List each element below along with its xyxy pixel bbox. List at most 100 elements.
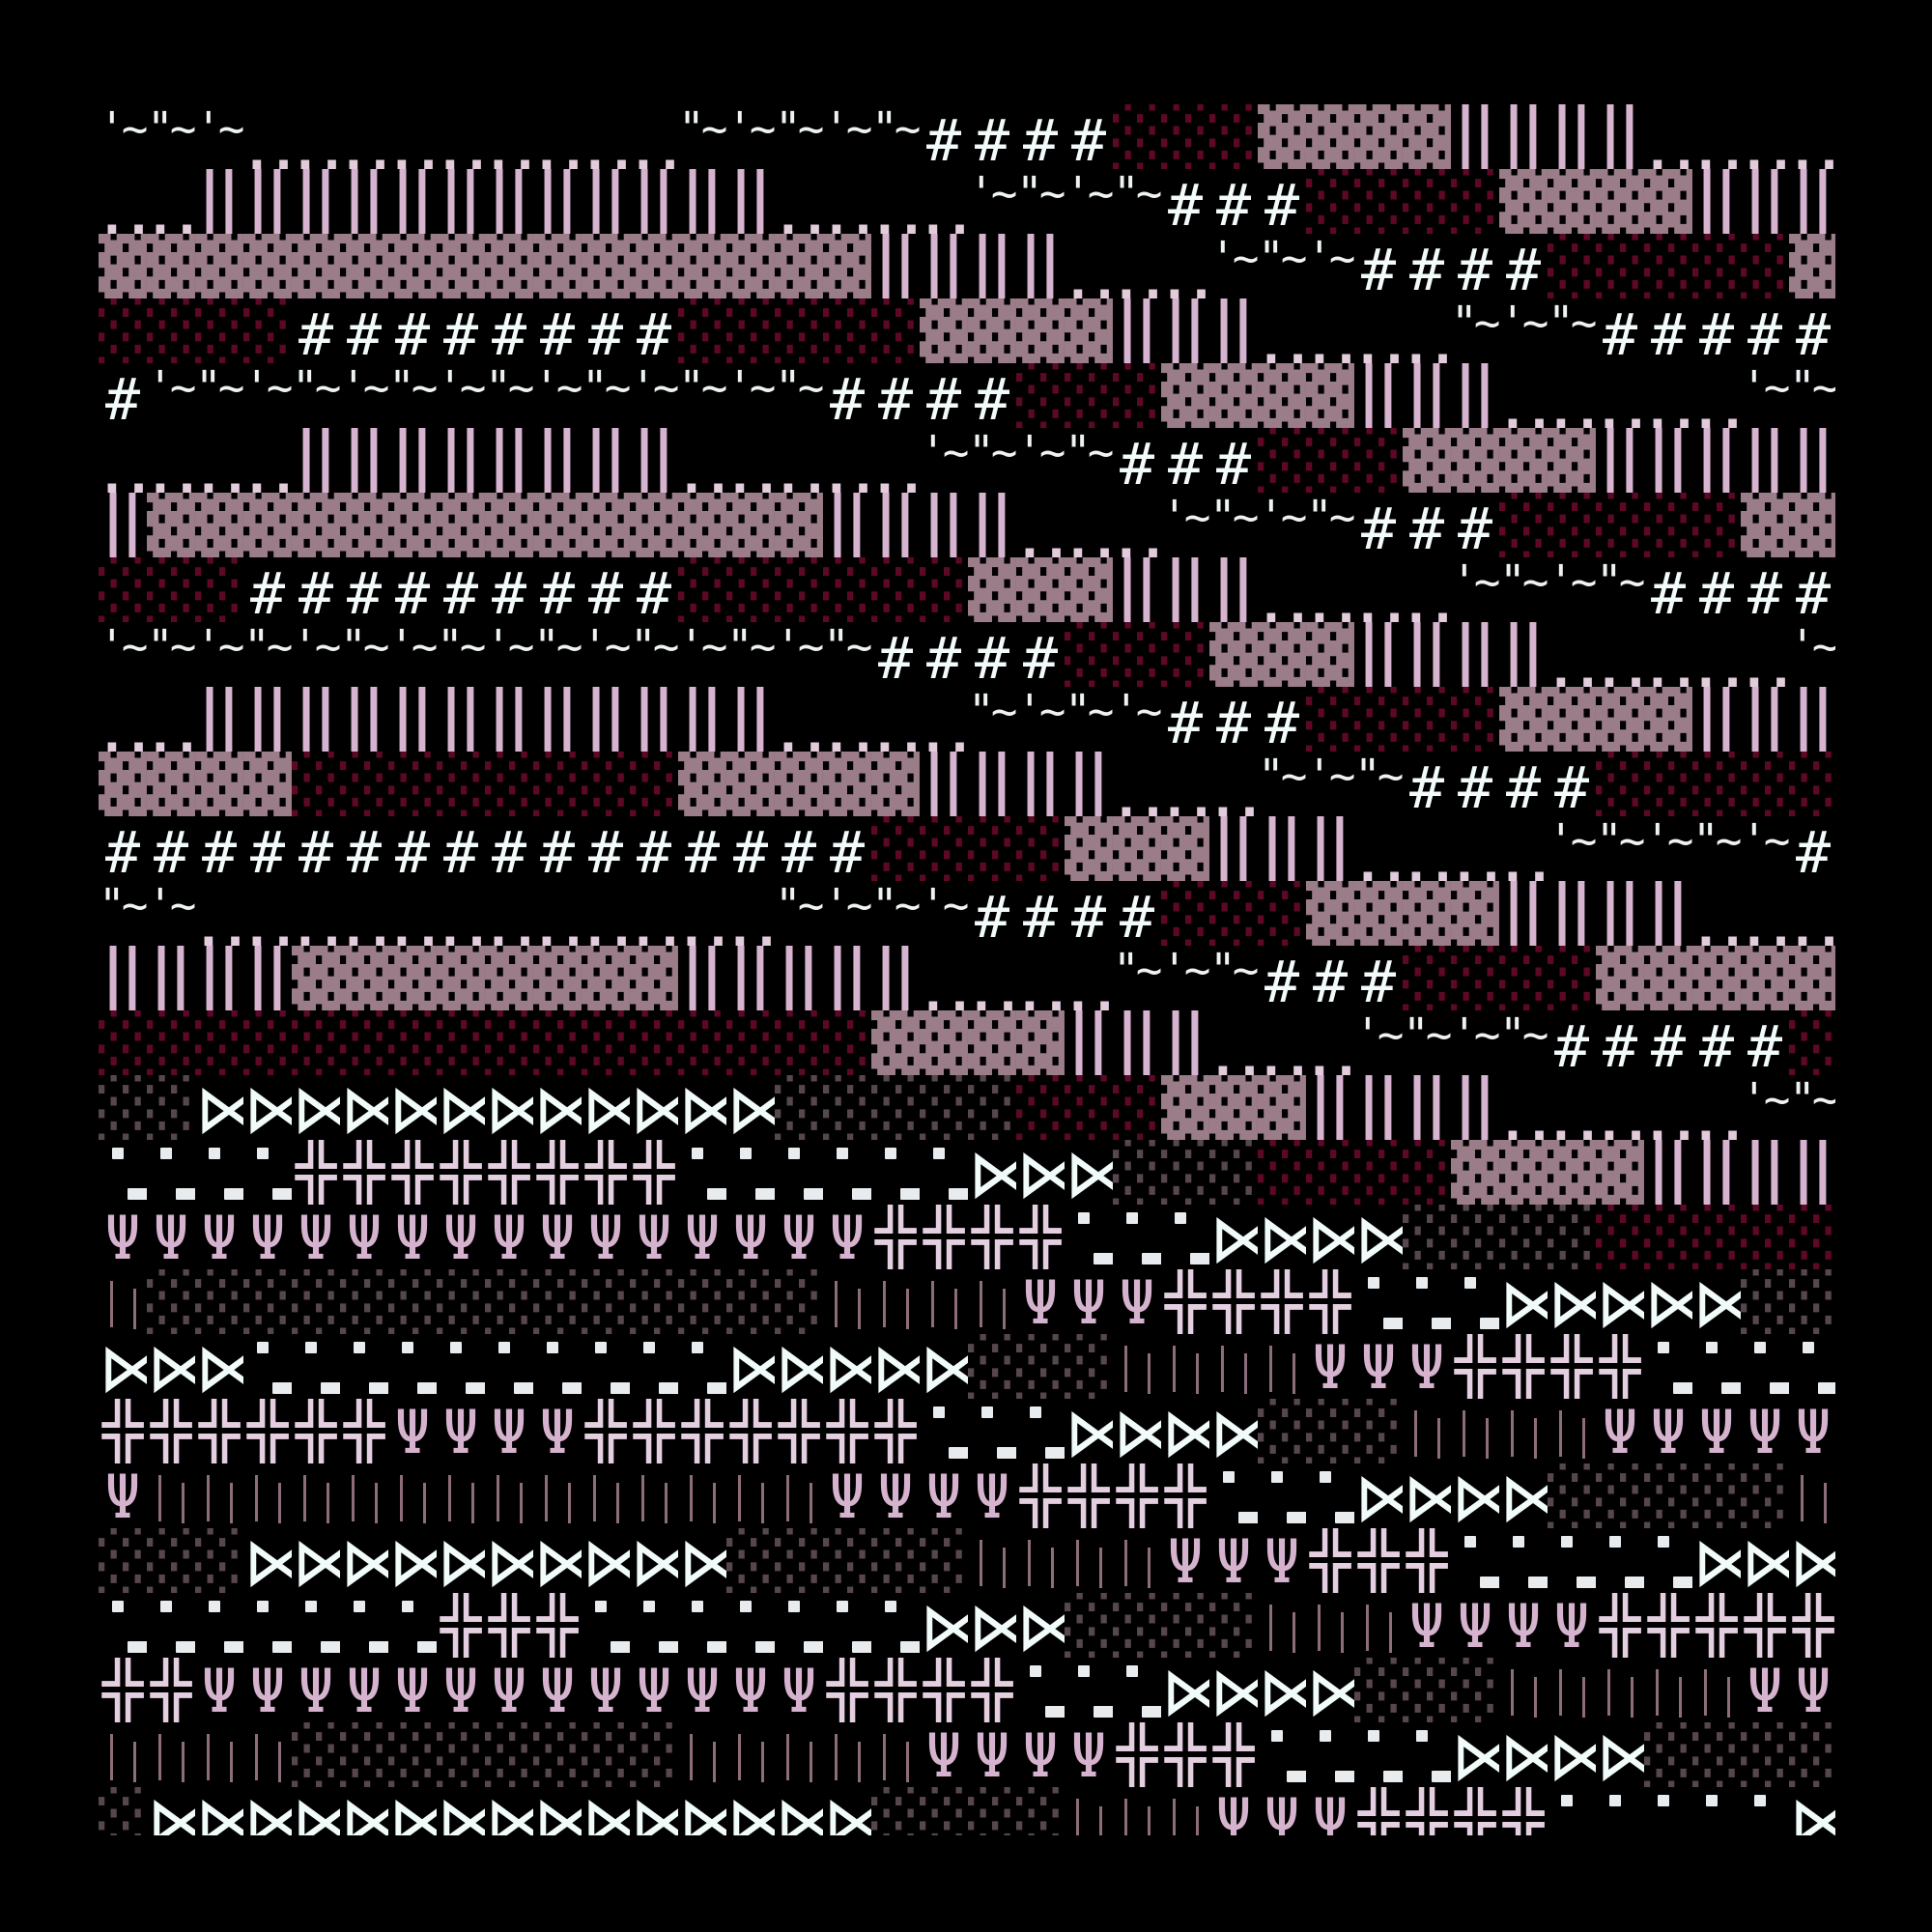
thin-lines-glyph	[1258, 1334, 1306, 1399]
square-bar-glyph	[99, 1140, 147, 1205]
trident-glyph: Ψ	[1602, 1399, 1638, 1463]
bowtie-glyph: ⋈	[195, 1075, 243, 1140]
double-bar-glyph: ‖	[1741, 169, 1789, 234]
dense-shade-glyph: ▓	[775, 493, 823, 557]
trident-glyph: Ψ	[1747, 1399, 1783, 1463]
bowtie-glyph: ⋈	[1789, 1787, 1835, 1835]
grey-shade-glyph: ░	[582, 1722, 630, 1787]
double-bar-glyph: ‖	[630, 687, 678, 752]
wave-glyph: '~	[1306, 234, 1354, 284]
trident-glyph: Ψ	[1215, 1787, 1252, 1835]
two-dot-glyph: ‥	[775, 428, 823, 493]
grey-shade-glyph: ░	[1741, 1269, 1789, 1334]
hash-glyph: #	[925, 366, 962, 428]
hash-glyph: #	[636, 560, 672, 622]
two-dot-glyph: ‥	[823, 428, 871, 493]
double-bar-glyph: ‖	[1451, 622, 1499, 687]
two-dot-glyph: ‥	[1403, 557, 1451, 622]
two-dot-glyph: ‥	[388, 104, 437, 169]
dense-shade-glyph: ▓	[340, 946, 388, 1010]
two-dot-glyph: ‥	[243, 104, 292, 169]
dense-shade-glyph: ▓	[99, 234, 147, 298]
grey-shade-glyph: ░	[1789, 1722, 1835, 1787]
double-bar-glyph: ‖	[726, 687, 775, 752]
grey-shade-glyph: ░	[388, 1722, 437, 1787]
square-bar-glyph	[1741, 1334, 1789, 1399]
wave-glyph: '~	[147, 363, 195, 413]
wave-glyph: "~	[1065, 428, 1113, 478]
thin-lines-glyph	[678, 1463, 726, 1528]
grey-shade-glyph: ░	[1065, 1334, 1113, 1399]
trident-glyph: Ψ	[829, 1463, 866, 1528]
double-bar-glyph: ‖	[388, 428, 437, 493]
wave-glyph: "~	[871, 881, 920, 931]
double-bar-glyph: ‖	[1789, 1140, 1835, 1205]
wave-glyph: '~	[968, 169, 1016, 219]
dense-shade-glyph: ▓	[582, 946, 630, 1010]
trident-glyph: Ψ	[539, 1658, 576, 1722]
double-cross-glyph: ╬	[826, 1658, 868, 1722]
dense-shade-glyph: ▓	[920, 298, 968, 363]
dense-shade-glyph: ▓	[678, 234, 726, 298]
double-bar-glyph: ‖	[1596, 428, 1644, 493]
wave-glyph: "~	[99, 881, 147, 931]
two-dot-glyph: ‥	[195, 881, 243, 946]
double-bar-glyph: ‖	[1403, 622, 1451, 687]
double-bar-glyph: ‖	[1451, 363, 1499, 428]
bowtie-glyph: ⋈	[1161, 1399, 1209, 1463]
hash-glyph: #	[1264, 949, 1300, 1010]
grey-shade-glyph: ░	[1209, 1140, 1258, 1205]
trident-glyph: Ψ	[1747, 1658, 1783, 1722]
sparse-shade-glyph: ░	[775, 557, 823, 622]
dense-shade-glyph: ▓	[1258, 622, 1306, 687]
wave-glyph: "~	[1499, 557, 1548, 608]
sparse-shade-glyph: ░	[533, 1010, 582, 1075]
trident-glyph: Ψ	[877, 1463, 914, 1528]
trident-glyph: Ψ	[1022, 1269, 1059, 1334]
square-bar-glyph	[1596, 1528, 1644, 1593]
sparse-shade-glyph: ░	[920, 816, 968, 881]
bowtie-glyph: ⋈	[1065, 1140, 1113, 1205]
double-bar-glyph: ‖	[582, 169, 630, 234]
hash-glyph: #	[974, 366, 1010, 428]
grey-shade-glyph: ░	[1644, 1463, 1692, 1528]
sparse-shade-glyph: ░	[485, 1010, 533, 1075]
bowtie-glyph: ⋈	[147, 1334, 195, 1399]
hash-glyph: #	[1650, 1013, 1687, 1075]
sparse-shade-glyph: ░	[1306, 169, 1354, 234]
double-bar-glyph: ‖	[243, 169, 292, 234]
hash-glyph: #	[1747, 301, 1783, 363]
bowtie-glyph: ⋈	[437, 1075, 485, 1140]
hash-glyph: #	[877, 366, 914, 428]
bowtie-glyph: ⋈	[340, 1787, 388, 1835]
two-dot-glyph: ‥	[1692, 622, 1741, 687]
double-cross-glyph: ╬	[1502, 1334, 1545, 1399]
grey-shade-glyph: ░	[1209, 1593, 1258, 1658]
double-bar-glyph: ‖	[1644, 1140, 1692, 1205]
hash-glyph: #	[394, 560, 431, 622]
double-bar-glyph: ‖	[1209, 816, 1258, 881]
wave-glyph: '~	[1499, 298, 1548, 349]
grey-shade-glyph: ░	[340, 1722, 388, 1787]
two-dot-glyph: ‥	[1596, 622, 1644, 687]
trident-glyph: Ψ	[925, 1722, 962, 1787]
bowtie-glyph: ⋈	[1354, 1205, 1403, 1269]
trident-glyph: Ψ	[636, 1205, 672, 1269]
double-bar-glyph: ‖	[678, 687, 726, 752]
double-bar-glyph: ‖	[388, 169, 437, 234]
double-bar-glyph: ‖	[1354, 363, 1403, 428]
dense-shade-glyph: ▓	[823, 752, 871, 816]
hash-glyph: #	[829, 366, 866, 428]
square-bar-glyph	[1016, 1658, 1065, 1722]
bowtie-glyph: ⋈	[533, 1787, 582, 1835]
thin-lines-glyph	[1548, 1658, 1596, 1722]
sparse-shade-glyph: ░	[1403, 687, 1451, 752]
sparse-shade-glyph: ░	[147, 298, 195, 363]
sparse-shade-glyph: ░	[1306, 428, 1354, 493]
sparse-shade-glyph: ░	[726, 298, 775, 363]
double-bar-glyph: ‖	[678, 946, 726, 1010]
two-dot-glyph: ‥	[871, 169, 920, 234]
dense-shade-glyph: ▓	[1161, 816, 1209, 881]
double-bar-glyph: ‖	[485, 169, 533, 234]
hash-glyph: #	[1022, 625, 1059, 687]
